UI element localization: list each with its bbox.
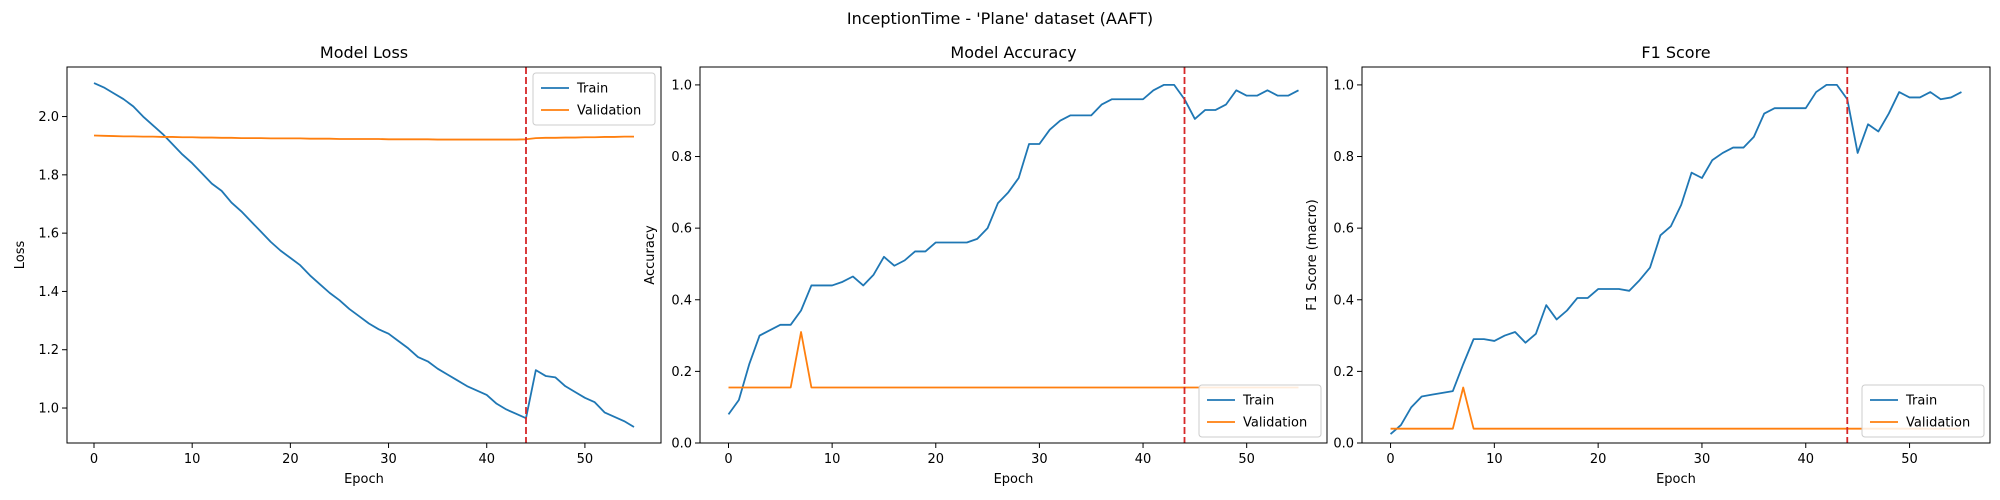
x-tick-label: 40 bbox=[478, 452, 495, 467]
y-tick-label: 0.4 bbox=[1333, 293, 1354, 308]
figure-suptitle: InceptionTime - 'Plane' dataset (AAFT) bbox=[847, 9, 1153, 28]
y-tick-label: 1.0 bbox=[1333, 78, 1354, 93]
legend-box bbox=[1198, 384, 1322, 438]
series-line-validation bbox=[93, 134, 634, 141]
x-tick-label: 50 bbox=[1238, 452, 1255, 467]
y-axis-label: Loss bbox=[13, 241, 28, 270]
y-tick-label: 0.0 bbox=[1333, 437, 1354, 452]
y-tick-label: 0.8 bbox=[671, 150, 692, 165]
series-line-train bbox=[1389, 84, 1962, 435]
x-tick-label: 30 bbox=[1694, 452, 1711, 467]
y-tick-label: 0.2 bbox=[1333, 365, 1354, 380]
chart-panel: Model Loss 0 10 20 30 40 50 1.0 1.2 1.4 1.6 1.8 2.0 E… bbox=[13, 43, 662, 487]
x-axis-label: Epoch bbox=[1656, 472, 1696, 487]
chart-title: F1 Score bbox=[1641, 43, 1710, 62]
x-tick-label: 50 bbox=[1901, 452, 1918, 467]
y-tick-label: 1.8 bbox=[38, 168, 59, 183]
x-tick-label: 40 bbox=[1797, 452, 1814, 467]
x-axis-label: Epoch bbox=[994, 472, 1034, 487]
y-tick-label: 1.2 bbox=[38, 343, 59, 358]
legend-box bbox=[1861, 384, 1985, 438]
chart-panel: Model Accuracy 0 10 20 30 40 50 0.0 0.2 0.4 0.6 0.8… bbox=[643, 43, 1328, 487]
x-tick-label: 10 bbox=[1486, 452, 1503, 467]
series-line-train bbox=[93, 82, 635, 428]
x-tick-label: 20 bbox=[927, 452, 944, 467]
plot-frame bbox=[66, 66, 662, 444]
y-axis-label: F1 Score (macro) bbox=[1305, 199, 1320, 310]
x-tick-label: 10 bbox=[824, 452, 841, 467]
x-tick-label: 30 bbox=[1031, 452, 1048, 467]
y-axis-label: Accuracy bbox=[643, 225, 658, 285]
y-tick-label: 0.4 bbox=[671, 293, 692, 308]
legend: Train Validation bbox=[1198, 384, 1322, 438]
x-tick-label: 20 bbox=[282, 452, 299, 467]
y-tick-label: 2.0 bbox=[38, 110, 59, 125]
x-tick-label: 20 bbox=[1590, 452, 1607, 467]
x-tick-label: 50 bbox=[577, 452, 594, 467]
legend-label-train: Train bbox=[1242, 394, 1274, 409]
plot-frame bbox=[1361, 66, 1991, 444]
legend-label-train: Train bbox=[576, 82, 608, 97]
x-tick-label: 0 bbox=[724, 452, 732, 467]
y-tick-label: 0.6 bbox=[671, 222, 692, 237]
y-tick-label: 1.4 bbox=[38, 285, 59, 300]
y-tick-label: 1.0 bbox=[38, 402, 59, 417]
y-tick-label: 0.0 bbox=[671, 437, 692, 452]
y-tick-label: 0.8 bbox=[1333, 150, 1354, 165]
y-tick-label: 1.0 bbox=[671, 78, 692, 93]
panels: Model Loss 0 10 20 30 40 50 1.0 1.2 1.4 1.6 1.8 2.0 E… bbox=[13, 43, 1991, 487]
chart-title: Model Accuracy bbox=[950, 43, 1076, 62]
chart-title: Model Loss bbox=[320, 43, 408, 62]
legend-label-validation: Validation bbox=[1243, 416, 1307, 431]
legend: Train Validation bbox=[532, 72, 656, 126]
x-tick-label: 0 bbox=[1386, 452, 1394, 467]
chart-panel: F1 Score 0 10 20 30 40 50 0.0 0.2 0.4 0.6 0.8 1.0 Epo… bbox=[1305, 43, 1991, 487]
series-line-train bbox=[727, 84, 1299, 415]
y-tick-label: 0.6 bbox=[1333, 222, 1354, 237]
legend-label-validation: Validation bbox=[577, 104, 641, 119]
legend-box bbox=[532, 72, 656, 126]
x-tick-label: 0 bbox=[90, 452, 98, 467]
x-tick-label: 30 bbox=[380, 452, 397, 467]
y-tick-label: 1.6 bbox=[38, 227, 59, 242]
legend-label-validation: Validation bbox=[1906, 416, 1970, 431]
legend: Train Validation bbox=[1861, 384, 1985, 438]
legend-label-train: Train bbox=[1905, 394, 1937, 409]
x-axis-label: Epoch bbox=[344, 472, 384, 487]
y-tick-label: 0.2 bbox=[671, 365, 692, 380]
x-tick-label: 10 bbox=[184, 452, 201, 467]
x-tick-label: 40 bbox=[1135, 452, 1152, 467]
plot-frame bbox=[699, 66, 1328, 444]
